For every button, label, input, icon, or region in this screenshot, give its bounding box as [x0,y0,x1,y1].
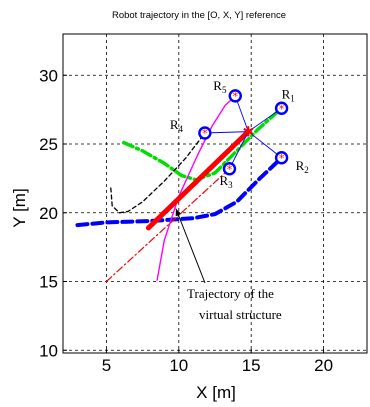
trajectory-line-4 [156,95,237,281]
robot-label-subscript: 5 [222,85,227,95]
robot-label-subscript: 1 [290,93,295,103]
series-group [75,95,284,283]
x-tick-label: 20 [314,356,333,375]
annotation-arrowhead [175,208,182,217]
robot-center-star: * [202,127,208,140]
robot-label-2: R2 [296,158,309,175]
grid [63,34,367,353]
trajectory-line-3 [110,132,206,214]
robot-label-subscript: 2 [304,165,309,175]
trajectory-line-6 [145,129,251,231]
y-tick-label: 15 [39,273,58,292]
robot-label-subscript: 4 [179,124,184,134]
x-tick-label: 5 [102,356,111,375]
formation-link-4 [204,131,249,134]
x-tick-label: 15 [242,356,261,375]
formation-link-3 [229,131,249,169]
annotation-line-1: Trajectory of the [187,286,274,301]
robot-marker-3 [222,162,237,176]
robot-label-1: R1 [282,86,295,103]
virtual-center-marker: ✱ [242,125,254,141]
x-tick-label: 10 [169,356,188,375]
x-axis-label: X [m] [196,383,236,402]
robot-center-star: * [227,163,233,176]
annotation-line-2: virtual structure [199,307,282,322]
robot-marker-4 [198,126,212,140]
y-tick-label: 30 [39,66,58,85]
trajectory-line-5 [105,168,231,283]
formation-link-2 [248,131,282,159]
robot-center-star: * [279,152,285,165]
robot-label-subscript: 3 [228,180,233,190]
y-tick-label: 25 [39,135,58,154]
robot-label-4: R4 [170,117,184,134]
robot-marker-1 [274,101,289,115]
plot-frame [62,33,368,354]
robot-marker-2 [274,151,289,165]
annotation-arrow [175,208,206,284]
y-tick-label: 10 [39,341,58,360]
formation-link-1 [248,107,282,132]
trajectory-line-1 [75,155,284,228]
y-axis-label: Y [m] [10,188,29,227]
robot-label-5: R5 [213,78,227,95]
annotation: Trajectory of the virtual structure [175,208,282,322]
formation-links: ✱ [204,95,282,169]
robot-center-star: * [279,102,285,115]
y-tick-label: 20 [39,204,58,223]
robot-center-star: * [233,90,239,103]
chart-title: Robot trajectory in the [O, X, Y] refere… [112,10,286,21]
robot-marker-5 [228,89,242,103]
robot-markers: *R1* R2*R3*R4*R5 [170,78,309,190]
